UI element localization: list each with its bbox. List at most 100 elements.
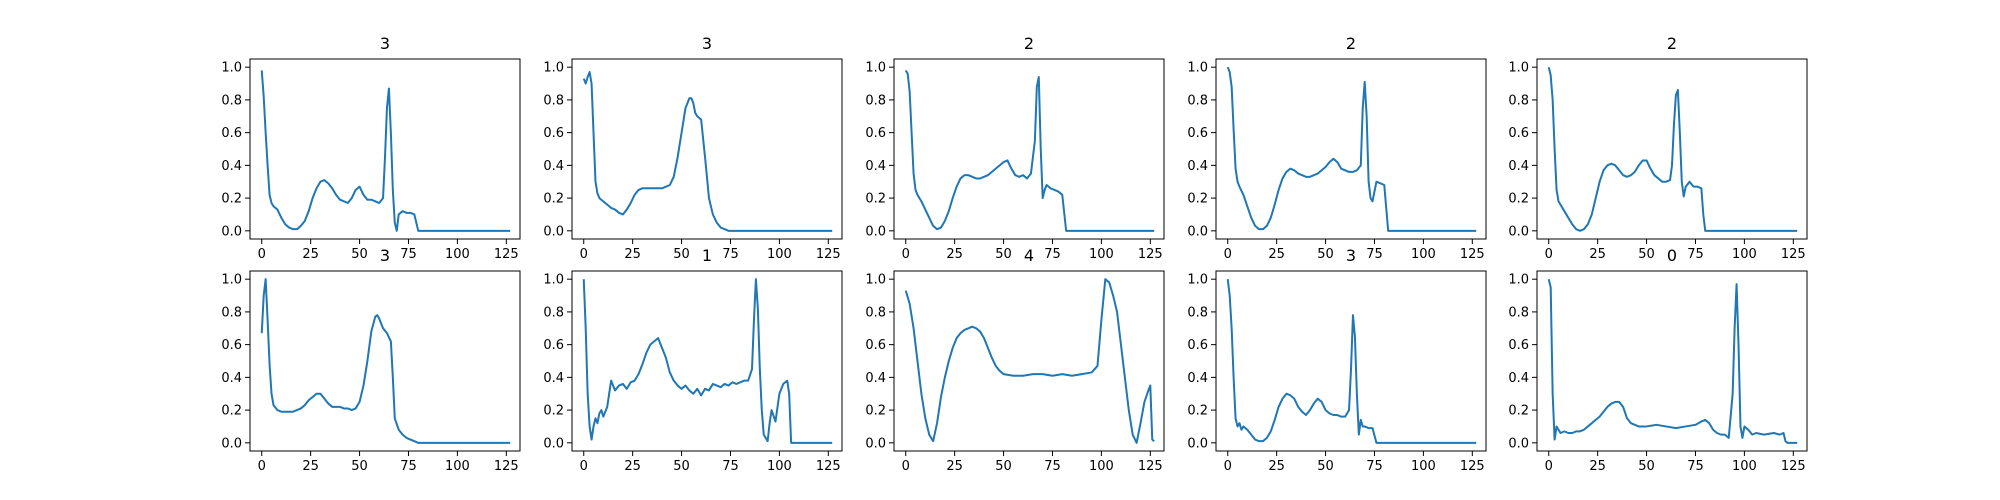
y-tick-label: 1.0 [1508, 273, 1529, 288]
y-tick-label: 0.8 [543, 93, 564, 108]
axes-frame [1536, 58, 1808, 240]
y-tick-label: 0.0 [221, 436, 242, 451]
x-tick-label: 100 [1411, 459, 1436, 474]
x-tick-label: 100 [445, 459, 470, 474]
x-tick-label: 100 [1411, 247, 1436, 262]
x-tick-label: 50 [1638, 247, 1655, 262]
y-tick-label: 0.8 [221, 93, 242, 108]
y-tick-label: 0.2 [865, 192, 886, 207]
x-tick-label: 100 [1732, 247, 1757, 262]
x-tick-label: 50 [351, 247, 368, 262]
y-tick-label: 1.0 [1187, 61, 1208, 76]
x-tick-label: 0 [1224, 459, 1232, 474]
axes-frame [893, 58, 1165, 240]
y-tick-label: 1.0 [221, 273, 242, 288]
x-tick-label: 50 [1638, 459, 1655, 474]
x-tick-label: 50 [673, 247, 690, 262]
x-tick-label: 100 [445, 247, 470, 262]
y-tick-label: 0.4 [221, 371, 242, 386]
x-tick-label: 50 [1317, 247, 1334, 262]
y-tick-label: 0.8 [221, 305, 242, 320]
y-tick-label: 0.0 [1508, 224, 1529, 239]
x-tick-label: 100 [1089, 247, 1114, 262]
x-tick-label: 75 [1687, 459, 1704, 474]
series-line [904, 278, 1155, 444]
x-tick-label: 0 [580, 459, 588, 474]
y-tick-label: 0.4 [865, 371, 886, 386]
subplot-title: 2 [1024, 34, 1034, 53]
axes-frame [571, 270, 843, 452]
subplot-title: 3 [380, 246, 390, 265]
x-tick-label: 75 [1687, 247, 1704, 262]
y-tick-label: 1.0 [865, 61, 886, 76]
x-tick-label: 25 [1589, 459, 1606, 474]
x-tick-label: 75 [1366, 459, 1383, 474]
y-tick-label: 0.8 [1187, 93, 1208, 108]
series-line [1226, 66, 1477, 232]
y-tick-label: 1.0 [221, 61, 242, 76]
x-tick-label: 25 [946, 247, 963, 262]
y-tick-label: 0.6 [221, 126, 242, 141]
y-tick-label: 0.6 [865, 338, 886, 353]
x-tick-label: 0 [258, 247, 266, 262]
y-tick-label: 0.4 [865, 159, 886, 174]
subplot-4: 2 0 25 50 75 100 125 0.0 0.2 0.4 0.6 0.8 1.0 [1187, 34, 1487, 262]
x-tick-label: 25 [1268, 247, 1285, 262]
y-tick-label: 0.6 [1508, 338, 1529, 353]
x-tick-label: 100 [1089, 459, 1114, 474]
subplot-2: 3 0 25 50 75 100 125 0.0 0.2 0.4 0.6 0.8 1.0 [543, 34, 843, 262]
y-tick-label: 0.8 [543, 305, 564, 320]
series-line [260, 70, 511, 232]
x-tick-label: 25 [302, 247, 319, 262]
subplot-title: 1 [702, 246, 712, 265]
x-tick-label: 50 [673, 459, 690, 474]
y-tick-label: 0.0 [1187, 224, 1208, 239]
series-line [1226, 279, 1477, 444]
y-tick-label: 0.8 [865, 93, 886, 108]
subplot-6: 3 0 25 50 75 100 125 0.0 0.2 0.4 0.6 0.8 1.0 [221, 246, 521, 474]
y-tick-label: 0.4 [221, 159, 242, 174]
y-tick-label: 0.0 [543, 436, 564, 451]
x-tick-label: 0 [902, 459, 910, 474]
y-tick-label: 0.4 [1187, 371, 1208, 386]
x-tick-label: 100 [1732, 459, 1757, 474]
y-tick-label: 0.6 [221, 338, 242, 353]
x-tick-label: 25 [624, 459, 641, 474]
y-tick-label: 0.6 [865, 126, 886, 141]
series-line [582, 278, 833, 444]
y-tick-label: 0.6 [543, 338, 564, 353]
y-tick-label: 0.2 [221, 192, 242, 207]
y-tick-label: 0.6 [1508, 126, 1529, 141]
y-tick-label: 0.4 [1187, 159, 1208, 174]
y-tick-label: 0.2 [543, 404, 564, 419]
y-tick-label: 1.0 [1187, 273, 1208, 288]
x-tick-label: 125 [1138, 459, 1163, 474]
subplot-title: 3 [1346, 246, 1356, 265]
x-tick-label: 75 [722, 459, 739, 474]
x-tick-label: 125 [1781, 459, 1806, 474]
x-tick-label: 125 [1781, 247, 1806, 262]
y-tick-label: 0.0 [865, 224, 886, 239]
y-tick-label: 1.0 [1508, 61, 1529, 76]
y-tick-label: 0.0 [221, 224, 242, 239]
x-tick-label: 25 [946, 459, 963, 474]
subplot-title: 2 [1667, 34, 1677, 53]
x-tick-label: 50 [995, 459, 1012, 474]
subplot-8: 4 0 25 50 75 100 125 0.0 0.2 0.4 0.6 0.8 1.0 [865, 246, 1165, 474]
x-tick-label: 75 [1044, 459, 1061, 474]
x-tick-label: 25 [1268, 459, 1285, 474]
subplot-7: 1 0 25 50 75 100 125 0.0 0.2 0.4 0.6 0.8 1.0 [543, 246, 843, 474]
y-tick-label: 0.8 [1508, 93, 1529, 108]
x-tick-label: 50 [351, 459, 368, 474]
series-line [260, 278, 511, 444]
x-tick-label: 0 [1545, 247, 1553, 262]
series-line [1547, 66, 1798, 232]
x-tick-label: 25 [302, 459, 319, 474]
y-tick-label: 0.4 [543, 159, 564, 174]
y-tick-label: 0.6 [1187, 126, 1208, 141]
series-line [582, 71, 833, 232]
y-tick-label: 0.6 [1187, 338, 1208, 353]
